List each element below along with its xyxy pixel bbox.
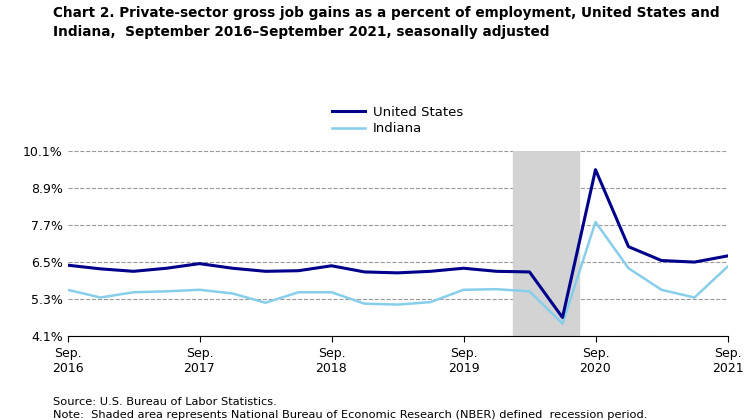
Indiana [129, 290, 138, 295]
United States [261, 269, 270, 274]
United States [195, 261, 204, 266]
Indiana [360, 301, 369, 306]
Bar [513, 151, 579, 336]
Indiana [261, 300, 270, 305]
United States [657, 258, 666, 263]
Indiana [690, 295, 699, 300]
Indiana [393, 302, 402, 307]
Indiana [63, 287, 72, 292]
Indiana [294, 290, 303, 295]
United States [63, 262, 72, 268]
United States [492, 269, 501, 274]
United States [360, 269, 369, 274]
United States [690, 260, 699, 265]
United States [723, 253, 732, 258]
United States [459, 266, 468, 271]
United States [426, 269, 435, 274]
United States [327, 263, 336, 268]
Text: Chart 2. Private-sector gross job gains as a percent of employment, United State: Chart 2. Private-sector gross job gains … [53, 6, 719, 39]
Indiana [558, 321, 567, 326]
Indiana [459, 287, 468, 292]
United States [591, 167, 600, 172]
Indiana [327, 290, 336, 295]
United States [558, 315, 567, 320]
Legend: United States, Indiana: United States, Indiana [332, 106, 463, 135]
United States [525, 269, 534, 274]
United States [162, 266, 171, 271]
United States [228, 266, 237, 271]
Indiana [228, 291, 237, 296]
Indiana [525, 289, 534, 294]
Indiana [591, 220, 600, 225]
Indiana [195, 287, 204, 292]
United States [129, 269, 138, 274]
United States [294, 268, 303, 273]
Line: Indiana: Indiana [68, 222, 728, 324]
Indiana [624, 266, 633, 271]
United States [96, 266, 105, 271]
United States [624, 244, 633, 249]
Indiana [96, 295, 105, 300]
Indiana [657, 287, 666, 292]
Line: United States: United States [68, 170, 728, 318]
Text: Source: U.S. Bureau of Labor Statistics.: Source: U.S. Bureau of Labor Statistics. [53, 397, 276, 407]
Indiana [162, 289, 171, 294]
Indiana [426, 299, 435, 304]
Indiana [723, 264, 732, 269]
Indiana [492, 287, 501, 292]
Text: Note:  Shaded area represents National Bureau of Economic Research (NBER) define: Note: Shaded area represents National Bu… [53, 410, 646, 420]
United States [393, 270, 402, 276]
